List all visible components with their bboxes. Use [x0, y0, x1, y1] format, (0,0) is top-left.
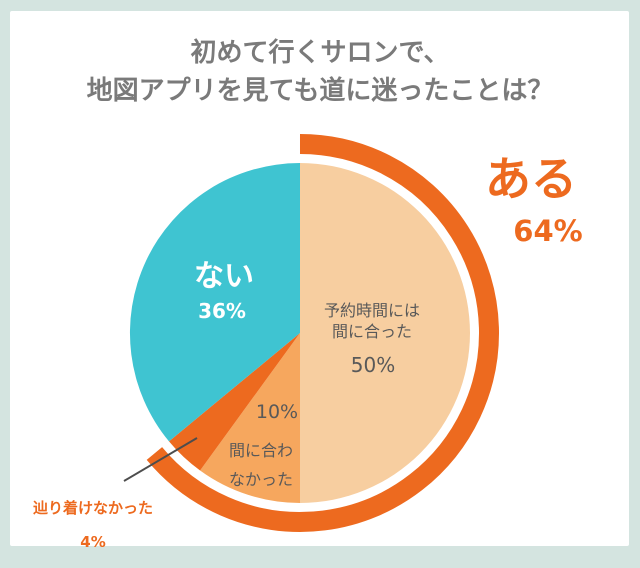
callout-percent: 4% [80, 533, 106, 551]
slice-late-percent: 10% [255, 401, 299, 423]
pie-slice-2 [200, 333, 300, 503]
infographic-page: { "colors": { "frame_background": "#D4E4… [10, 11, 629, 551]
pie-slice-4 [129, 162, 300, 442]
slice-late-label: 間に合わ なかった [228, 441, 293, 489]
slice-on-time-label: 予約時間には 間に合った [323, 301, 420, 341]
answer-no-percent: 36% [198, 299, 246, 323]
outer-ring-arc [146, 134, 499, 532]
pie-slice-3 [169, 333, 300, 471]
slice-on-time-percent: 50% [350, 353, 396, 377]
pie-slice-1 [300, 163, 470, 503]
callout-leader-line [123, 437, 198, 482]
answer-yes-label: ある [485, 152, 577, 206]
answer-no-label: ない [194, 259, 254, 294]
callout-could-not-arrive: 辿り着けなかった 4% [8, 483, 178, 568]
callout-label: 辿り着けなかった [32, 499, 153, 517]
chart-title: 初めて行くサロンで、 地図アプリを見ても道に迷ったことは？ [86, 38, 554, 106]
pie-chart-svg [123, 134, 499, 532]
answer-yes-percent: 64% [513, 214, 583, 248]
